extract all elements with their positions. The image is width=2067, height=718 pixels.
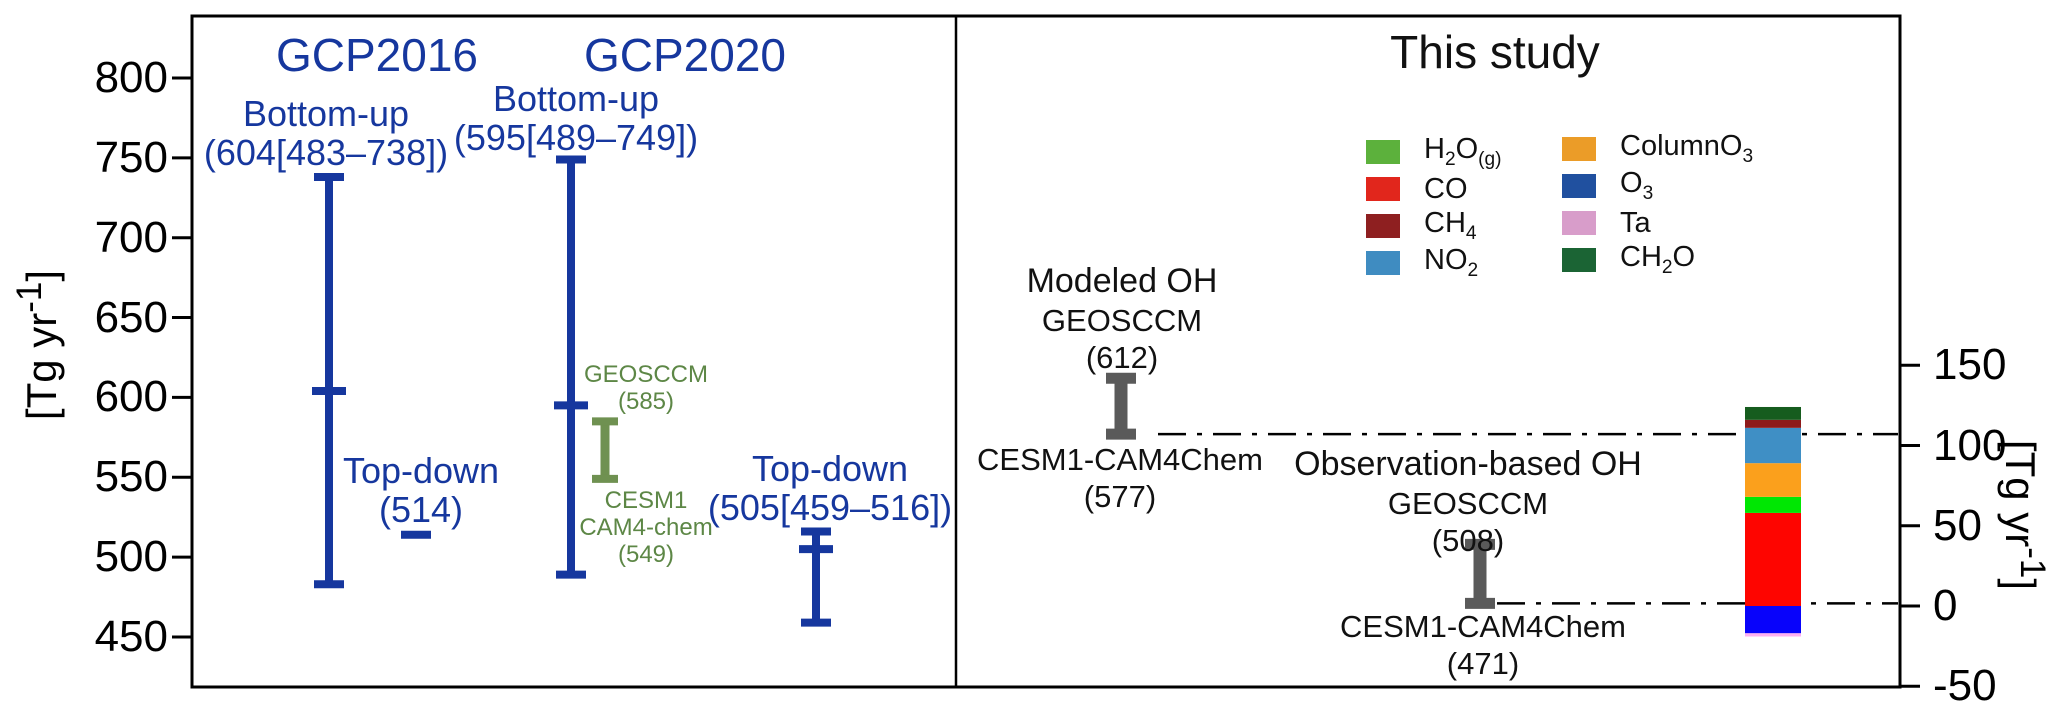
- bar-segment-NO2: [1745, 427, 1801, 464]
- label-line: GEOSCCM: [1387, 485, 1549, 521]
- bar-segment-CO: [1745, 512, 1801, 606]
- observation-oh-label: Observation-based OH GEOSCCM (508): [1294, 444, 1642, 559]
- left-axis-tick-label: 500: [94, 532, 168, 582]
- label-line: Observation-based OH: [1294, 445, 1642, 483]
- gcp2016-top-down-label: Top-down (514): [342, 450, 500, 530]
- legend-label: CO: [1424, 172, 1468, 205]
- label-line: CESM1: [604, 487, 688, 514]
- legend-column-1: H2O(g) CO CH4 NO2: [1366, 135, 1502, 280]
- right-axis-tick-label: 150: [1933, 340, 2007, 390]
- legend-label: NO2: [1424, 244, 1479, 281]
- legend-item: H2O(g): [1366, 135, 1502, 169]
- left-axis-tick-label: 650: [94, 292, 168, 342]
- label-line: Modeled OH: [1026, 262, 1218, 300]
- legend-item: CH4: [1366, 209, 1502, 243]
- modeled-oh-label: Modeled OH GEOSCCM (612): [1027, 261, 1218, 376]
- gcp2016-bottom-up-label: Bottom-up (604[483–738]): [203, 93, 449, 173]
- bar-segment-H2O(g): [1745, 496, 1801, 513]
- label-line: Bottom-up: [492, 78, 660, 119]
- gcp2020-title: GCP2020: [583, 29, 787, 81]
- left-axis-tick-label: 700: [94, 212, 168, 262]
- legend-column-2: ColumnO3 O3 Ta CH2O: [1562, 132, 1753, 277]
- left-axis-tick-label: 750: [94, 132, 168, 182]
- legend-label: CH4: [1424, 207, 1477, 244]
- left-axis-tick-label: 450: [94, 611, 168, 661]
- gcp2016-title: GCP2016: [275, 29, 479, 81]
- label-line: CESM1-CAM4Chem: [977, 442, 1263, 477]
- label-line: (514): [378, 488, 464, 530]
- gcp2020-bottom-up-label: Bottom-up (595[489–749]): [453, 78, 699, 158]
- legend-swatch: [1562, 211, 1596, 235]
- label-line: GEOSCCM: [583, 361, 709, 388]
- label-line: (585): [617, 387, 675, 415]
- left-axis-tick-label: 800: [94, 53, 168, 102]
- label-line: Top-down: [342, 450, 500, 491]
- legend-swatch: [1366, 140, 1400, 164]
- bar-segment-ColumnO3: [1745, 463, 1801, 497]
- legend-swatch: [1562, 137, 1596, 161]
- bar-segment-CH4: [1745, 419, 1801, 428]
- legend-item: CH2O: [1562, 243, 1753, 277]
- legend-swatch: [1366, 251, 1400, 275]
- label-line: (471): [1446, 646, 1520, 682]
- left-axis-tick-label: 600: [94, 372, 168, 422]
- plot-border: [190, 14, 1902, 689]
- legend-item: NO2: [1366, 246, 1502, 280]
- right-axis-tick-label: -50: [1933, 661, 1997, 711]
- label-line: CESM1-CAM4Chem: [1340, 609, 1626, 644]
- right-axis-tick-label: 100: [1933, 420, 2007, 470]
- legend-label: H2O(g): [1424, 133, 1502, 170]
- bar-segment-Ta: [1745, 633, 1801, 637]
- legend-item: CO: [1366, 172, 1502, 205]
- legend-swatch: [1366, 177, 1400, 201]
- bar-segment-CH2O: [1745, 406, 1801, 420]
- bar-segment-O3: [1745, 606, 1801, 634]
- label-line: Bottom-up: [242, 93, 410, 134]
- legend-label: ColumnO3: [1620, 130, 1754, 167]
- legend-label: Ta: [1620, 206, 1651, 239]
- left-axis-tick-label: 550: [94, 452, 168, 502]
- label-line: CAM4-chem: [579, 513, 713, 541]
- right-axis-tick-label: 50: [1933, 500, 1982, 550]
- right-axis-tick-label: 0: [1933, 581, 1958, 630]
- this-study-title: This study: [1390, 26, 1600, 78]
- label-line: (577): [1083, 479, 1157, 515]
- label-line: (604[483–738]): [203, 131, 449, 173]
- label-line: (505[459–516]): [707, 486, 953, 528]
- legend-item: Ta: [1562, 206, 1753, 239]
- observation-oh-low-label: CESM1-CAM4Chem (471): [1340, 608, 1626, 682]
- label-line: GEOSCCM: [1041, 302, 1203, 338]
- gcp2020-top-down-label: Top-down (505[459–516]): [707, 448, 953, 528]
- legend-swatch: [1366, 214, 1400, 238]
- gcp2020-cesm1-label: CESM1 CAM4-chem (549): [579, 487, 713, 569]
- label-line: (549): [617, 540, 675, 568]
- legend-swatch: [1562, 248, 1596, 272]
- gcp2020-geosccm-label: GEOSCCM (585): [583, 361, 709, 416]
- label-line: (508): [1431, 522, 1505, 558]
- legend-item: O3: [1562, 169, 1753, 203]
- legend-label: CH2O: [1620, 241, 1696, 278]
- legend-label: O3: [1620, 167, 1654, 204]
- legend-swatch: [1562, 174, 1596, 198]
- label-line: (612): [1085, 339, 1159, 375]
- label-line: (595[489–749]): [453, 116, 699, 158]
- legend-item: ColumnO3: [1562, 132, 1753, 166]
- label-line: Top-down: [751, 448, 909, 489]
- modeled-oh-low-label: CESM1-CAM4Chem (577): [977, 441, 1263, 515]
